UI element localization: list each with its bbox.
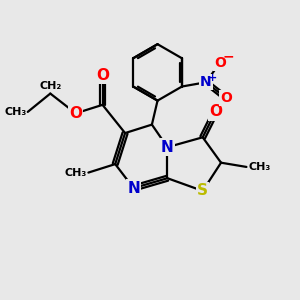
- Text: N: N: [127, 181, 140, 196]
- Text: +: +: [208, 73, 217, 83]
- Text: CH₃: CH₃: [4, 107, 26, 117]
- Text: N: N: [161, 140, 174, 155]
- Text: −: −: [222, 49, 234, 63]
- Text: O: O: [96, 68, 109, 83]
- Text: S: S: [197, 183, 208, 198]
- Text: O: O: [69, 106, 82, 121]
- Text: CH₃: CH₃: [249, 162, 271, 172]
- Text: O: O: [209, 104, 222, 119]
- Text: O: O: [220, 91, 232, 105]
- Text: O: O: [214, 56, 226, 70]
- Text: CH₃: CH₃: [65, 168, 87, 178]
- Text: N: N: [200, 75, 212, 89]
- Text: CH₂: CH₂: [39, 81, 62, 91]
